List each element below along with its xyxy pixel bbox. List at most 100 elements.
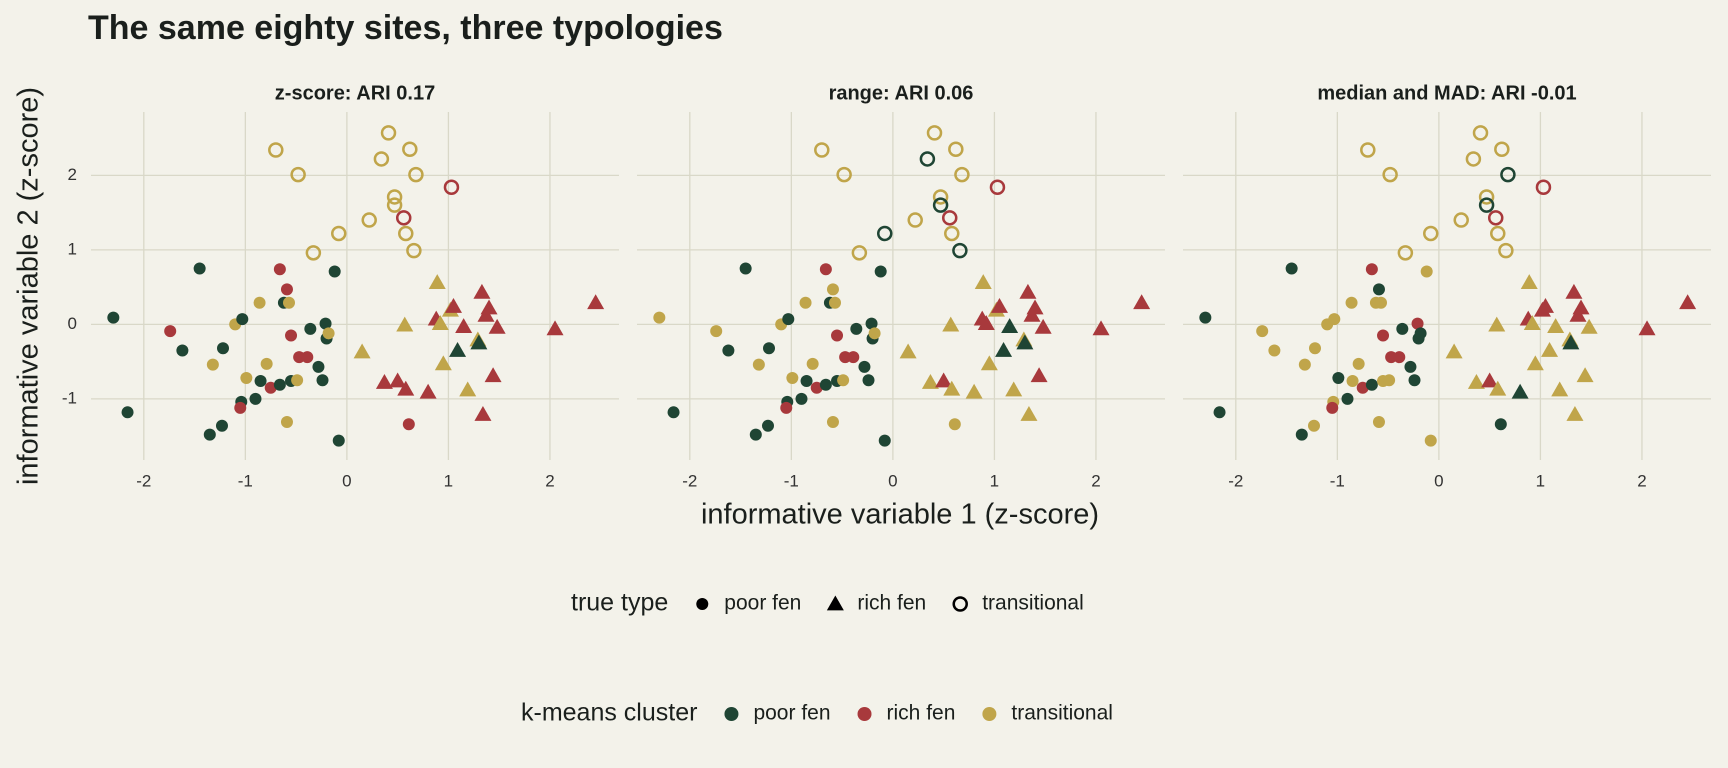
point (1023, 306, 1041, 322)
point (907, 212, 923, 228)
point (1326, 401, 1339, 414)
point (260, 357, 273, 370)
point (1092, 320, 1110, 336)
point (546, 320, 564, 336)
point (193, 262, 206, 275)
point (1408, 374, 1421, 387)
point (1382, 166, 1398, 183)
point (470, 334, 488, 350)
point (1352, 357, 1365, 370)
legend-key (724, 707, 739, 721)
point (1016, 334, 1034, 350)
point (459, 381, 477, 397)
point (1307, 419, 1320, 432)
point (264, 381, 277, 394)
point (926, 125, 943, 141)
point (749, 428, 762, 441)
panel: median and MAD: ARI -0.01 -2 -1 0 1 2 (1183, 82, 1711, 490)
point (1566, 406, 1584, 421)
point (280, 415, 293, 428)
point (1423, 225, 1439, 242)
point (1414, 327, 1427, 340)
point (402, 418, 415, 431)
point (398, 225, 414, 242)
point (865, 317, 878, 330)
point (236, 313, 249, 326)
point (899, 343, 917, 359)
point (406, 242, 422, 259)
point (240, 372, 253, 385)
legend-key (952, 596, 968, 612)
point (484, 367, 502, 383)
point (1520, 274, 1538, 290)
point (763, 342, 775, 355)
point (1511, 383, 1529, 399)
point (829, 296, 841, 309)
point (1298, 358, 1311, 371)
point (850, 322, 863, 335)
point (932, 197, 949, 213)
point (1489, 380, 1507, 396)
point (1490, 225, 1506, 242)
point (826, 283, 839, 296)
point (1572, 299, 1590, 315)
point (1535, 179, 1552, 196)
point (253, 296, 266, 309)
point (826, 415, 839, 428)
point (1005, 381, 1023, 397)
point (1396, 322, 1409, 335)
point (1034, 318, 1052, 334)
point (301, 351, 314, 364)
x-tick-label: -2 (682, 471, 697, 490)
point (1404, 360, 1417, 373)
point (291, 374, 304, 387)
point (952, 242, 968, 259)
y-axis-title: informative variable 2 (z-score) (13, 87, 45, 485)
point (1360, 142, 1376, 158)
point (331, 225, 347, 242)
point (1411, 317, 1424, 330)
legend-label: transitional (982, 592, 1084, 615)
point (851, 245, 868, 261)
legend-key (696, 598, 709, 610)
point (408, 166, 424, 183)
point (164, 325, 177, 338)
point (395, 210, 412, 226)
point (473, 283, 491, 299)
point (1356, 381, 1369, 394)
point (977, 315, 995, 331)
point (739, 262, 752, 275)
x-tick-label: 2 (1637, 471, 1646, 490)
legend-title: k-means cluster (521, 699, 697, 727)
x-tick-label: -1 (1330, 471, 1345, 490)
point (273, 378, 286, 391)
point (305, 245, 322, 261)
point (215, 419, 228, 432)
legend-label: poor fen (724, 592, 801, 615)
point (1467, 374, 1485, 389)
point (1487, 210, 1504, 226)
point (1019, 283, 1037, 299)
point (375, 374, 393, 389)
point (868, 327, 881, 340)
point (1679, 294, 1697, 310)
panel-title: median and MAD: ARI -0.01 (1317, 82, 1576, 104)
x-tick-label: -1 (784, 471, 799, 490)
point (1199, 311, 1212, 324)
point (1576, 367, 1594, 383)
point (1526, 355, 1544, 371)
point (443, 179, 460, 196)
point (1285, 262, 1298, 275)
point (312, 360, 325, 373)
point (285, 329, 298, 342)
point (810, 381, 823, 394)
point (1365, 263, 1378, 276)
point (1478, 189, 1495, 205)
panel-title: range: ARI 0.06 (829, 82, 974, 104)
point (862, 374, 875, 387)
point (858, 360, 871, 373)
point (402, 141, 418, 158)
point (1580, 318, 1598, 334)
x-tick-label: 0 (888, 471, 897, 490)
y-tick-label: 2 (68, 165, 77, 184)
